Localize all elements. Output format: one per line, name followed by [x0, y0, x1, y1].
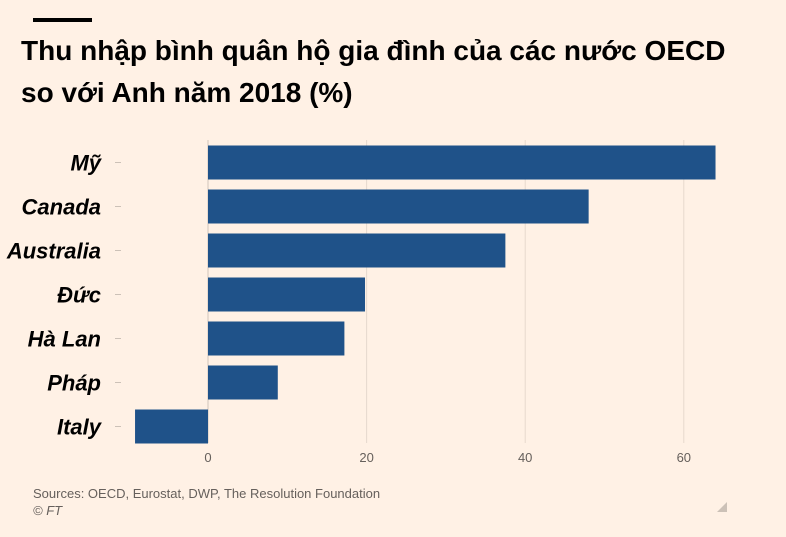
category-label: Australia [6, 239, 101, 264]
title-line-2: so với Anh năm 2018 (%) [21, 77, 353, 108]
bars [135, 145, 716, 444]
bar-4 [208, 321, 345, 356]
bar-6 [135, 409, 208, 444]
x-tick-label: 40 [518, 450, 532, 465]
title-accent-bar [33, 18, 92, 22]
category-label: Đức [57, 283, 101, 308]
bar-3 [208, 277, 366, 312]
chart-title: Thu nhập bình quân hộ gia đình của các n… [21, 30, 781, 114]
x-tick-label: 20 [359, 450, 373, 465]
grid-lines [115, 140, 685, 443]
x-tick-labels: 0 20 40 60 [204, 450, 691, 465]
bar-1 [208, 189, 589, 224]
source-note: Sources: OECD, Eurostat, DWP, The Resolu… [33, 486, 381, 501]
category-label: Mỹ [70, 151, 102, 176]
bar-0 [208, 145, 716, 180]
x-tick-label: 60 [677, 450, 691, 465]
bar-2 [208, 233, 506, 268]
category-label: Hà Lan [28, 327, 101, 352]
category-label: Italy [57, 415, 103, 440]
category-label: Pháp [47, 371, 101, 396]
bar-5 [208, 365, 278, 400]
resize-corner-icon [717, 502, 727, 512]
x-tick-label: 0 [204, 450, 211, 465]
category-label: Canada [22, 195, 101, 220]
title-line-1: Thu nhập bình quân hộ gia đình của các n… [21, 35, 726, 66]
copyright-note: © FT [33, 503, 63, 518]
category-labels: Mỹ Canada Australia Đức Hà Lan Pháp Italy [6, 151, 103, 440]
